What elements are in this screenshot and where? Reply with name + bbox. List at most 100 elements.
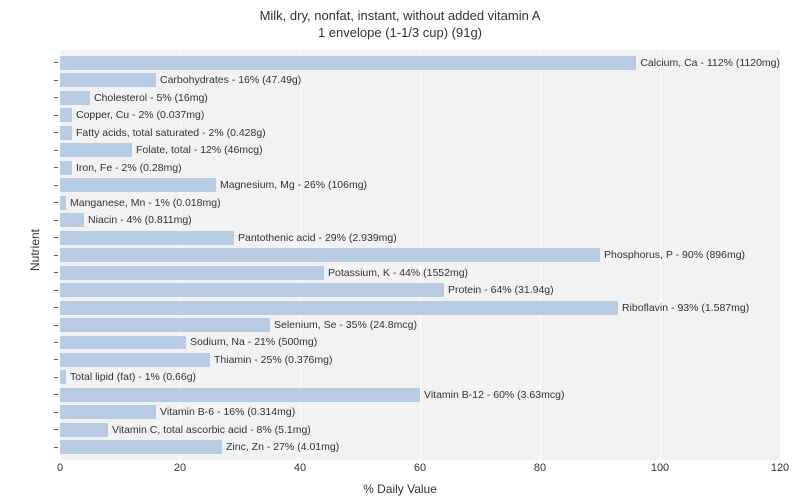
bar-label: Protein - 64% (31.94g) — [448, 284, 554, 296]
y-tick-mark — [54, 307, 58, 308]
bar-row: Folate, total - 12% (46mcg) — [60, 141, 780, 158]
y-tick — [50, 141, 58, 158]
nutrient-bar — [60, 213, 84, 227]
y-tick — [50, 159, 58, 176]
y-tick — [50, 71, 58, 88]
bar-row: Fatty acids, total saturated - 2% (0.428… — [60, 124, 780, 141]
bar-row: Vitamin B-12 - 60% (3.63mcg) — [60, 386, 780, 403]
nutrient-bar — [60, 405, 156, 419]
bar-label: Sodium, Na - 21% (500mg) — [190, 336, 317, 348]
bar-label: Magnesium, Mg - 26% (106mg) — [220, 179, 367, 191]
bar-row: Calcium, Ca - 112% (1120mg) — [60, 54, 780, 71]
y-tick-mark — [54, 342, 58, 343]
plot-area: Calcium, Ca - 112% (1120mg) Carbohydrates… — [60, 50, 780, 460]
y-tick-mark — [54, 290, 58, 291]
nutrient-bar — [60, 248, 600, 262]
y-tick-mark — [54, 394, 58, 395]
bar-label: Pantothenic acid - 29% (2.939mg) — [238, 232, 397, 244]
y-tick-mark — [54, 412, 58, 413]
x-tick-label: 100 — [651, 462, 669, 474]
y-tick — [50, 264, 58, 281]
bar-row: Carbohydrates - 16% (47.49g) — [60, 71, 780, 88]
y-tick — [50, 194, 58, 211]
y-tick-mark — [54, 150, 58, 151]
bar-label: Cholesterol - 5% (16mg) — [94, 92, 208, 104]
bar-row: Selenium, Se - 35% (24.8mcg) — [60, 316, 780, 333]
grid-line — [780, 50, 781, 460]
bar-label: Iron, Fe - 2% (0.28mg) — [76, 162, 182, 174]
bar-row: Protein - 64% (31.94g) — [60, 281, 780, 298]
title-line-1: Milk, dry, nonfat, instant, without adde… — [0, 8, 800, 25]
title-line-2: 1 envelope (1-1/3 cup) (91g) — [0, 25, 800, 42]
nutrient-bar — [60, 318, 270, 332]
bar-label: Vitamin C, total ascorbic acid - 8% (5.1… — [112, 424, 311, 436]
nutrient-bar — [60, 231, 234, 245]
bar-label: Selenium, Se - 35% (24.8mcg) — [274, 319, 417, 331]
chart-title: Milk, dry, nonfat, instant, without adde… — [0, 0, 800, 42]
nutrient-bar — [60, 91, 90, 105]
y-tick-mark — [54, 185, 58, 186]
y-tick — [50, 404, 58, 421]
bar-label: Fatty acids, total saturated - 2% (0.428… — [76, 127, 266, 139]
bar-row: Magnesium, Mg - 26% (106mg) — [60, 176, 780, 193]
bar-row: Total lipid (fat) - 1% (0.66g) — [60, 369, 780, 386]
bar-row: Copper, Cu - 2% (0.037mg) — [60, 106, 780, 123]
y-tick-mark — [54, 272, 58, 273]
bar-row: Manganese, Mn - 1% (0.018mg) — [60, 194, 780, 211]
bar-row: Pantothenic acid - 29% (2.939mg) — [60, 229, 780, 246]
y-tick — [50, 421, 58, 438]
y-tick — [50, 246, 58, 263]
bar-row: Cholesterol - 5% (16mg) — [60, 89, 780, 106]
y-tick-mark — [54, 237, 58, 238]
y-tick-mark — [54, 202, 58, 203]
x-tick-label: 120 — [771, 462, 789, 474]
nutrient-bar — [60, 108, 72, 122]
nutrient-bar — [60, 126, 72, 140]
y-tick — [50, 386, 58, 403]
bar-label: Vitamin B-12 - 60% (3.63mcg) — [424, 389, 564, 401]
y-tick-mark — [54, 325, 58, 326]
bar-row: Vitamin B-6 - 16% (0.314mg) — [60, 404, 780, 421]
bar-label: Manganese, Mn - 1% (0.018mg) — [70, 197, 221, 209]
y-tick — [50, 281, 58, 298]
bar-label: Potassium, K - 44% (1552mg) — [328, 267, 468, 279]
y-tick — [50, 229, 58, 246]
y-tick-mark — [54, 377, 58, 378]
nutrient-bar — [60, 196, 66, 210]
y-tick — [50, 89, 58, 106]
y-tick — [50, 176, 58, 193]
nutrient-bar — [60, 423, 108, 437]
y-tick — [50, 124, 58, 141]
bar-label: Thiamin - 25% (0.376mg) — [214, 354, 332, 366]
bar-label: Riboflavin - 93% (1.587mg) — [622, 302, 749, 314]
nutrient-chart: Milk, dry, nonfat, instant, without adde… — [0, 0, 800, 500]
y-tick-mark — [54, 132, 58, 133]
bar-row: Potassium, K - 44% (1552mg) — [60, 264, 780, 281]
nutrient-bar — [60, 440, 222, 454]
nutrient-bar — [60, 336, 186, 350]
y-tick — [50, 316, 58, 333]
nutrient-bar — [60, 161, 72, 175]
nutrient-bar — [60, 73, 156, 87]
nutrient-bar — [60, 143, 132, 157]
y-tick-mark — [54, 115, 58, 116]
bar-label: Folate, total - 12% (46mcg) — [136, 144, 263, 156]
y-axis-label: Nutrient — [28, 229, 42, 271]
bar-label: Vitamin B-6 - 16% (0.314mg) — [160, 406, 295, 418]
nutrient-bar — [60, 353, 210, 367]
y-tick — [50, 439, 58, 456]
y-tick-mark — [54, 220, 58, 221]
bar-row: Iron, Fe - 2% (0.28mg) — [60, 159, 780, 176]
y-tick-mark — [54, 80, 58, 81]
y-tick — [50, 299, 58, 316]
y-tick-mark — [54, 255, 58, 256]
y-tick-mark — [54, 447, 58, 448]
bar-row: Vitamin C, total ascorbic acid - 8% (5.1… — [60, 421, 780, 438]
bar-row: Niacin - 4% (0.811mg) — [60, 211, 780, 228]
nutrient-bar — [60, 388, 420, 402]
bar-label: Total lipid (fat) - 1% (0.66g) — [70, 371, 196, 383]
y-axis-ticks — [50, 50, 58, 460]
bar-label: Niacin - 4% (0.811mg) — [88, 214, 192, 226]
x-tick-label: 40 — [294, 462, 306, 474]
bar-label: Carbohydrates - 16% (47.49g) — [160, 74, 301, 86]
